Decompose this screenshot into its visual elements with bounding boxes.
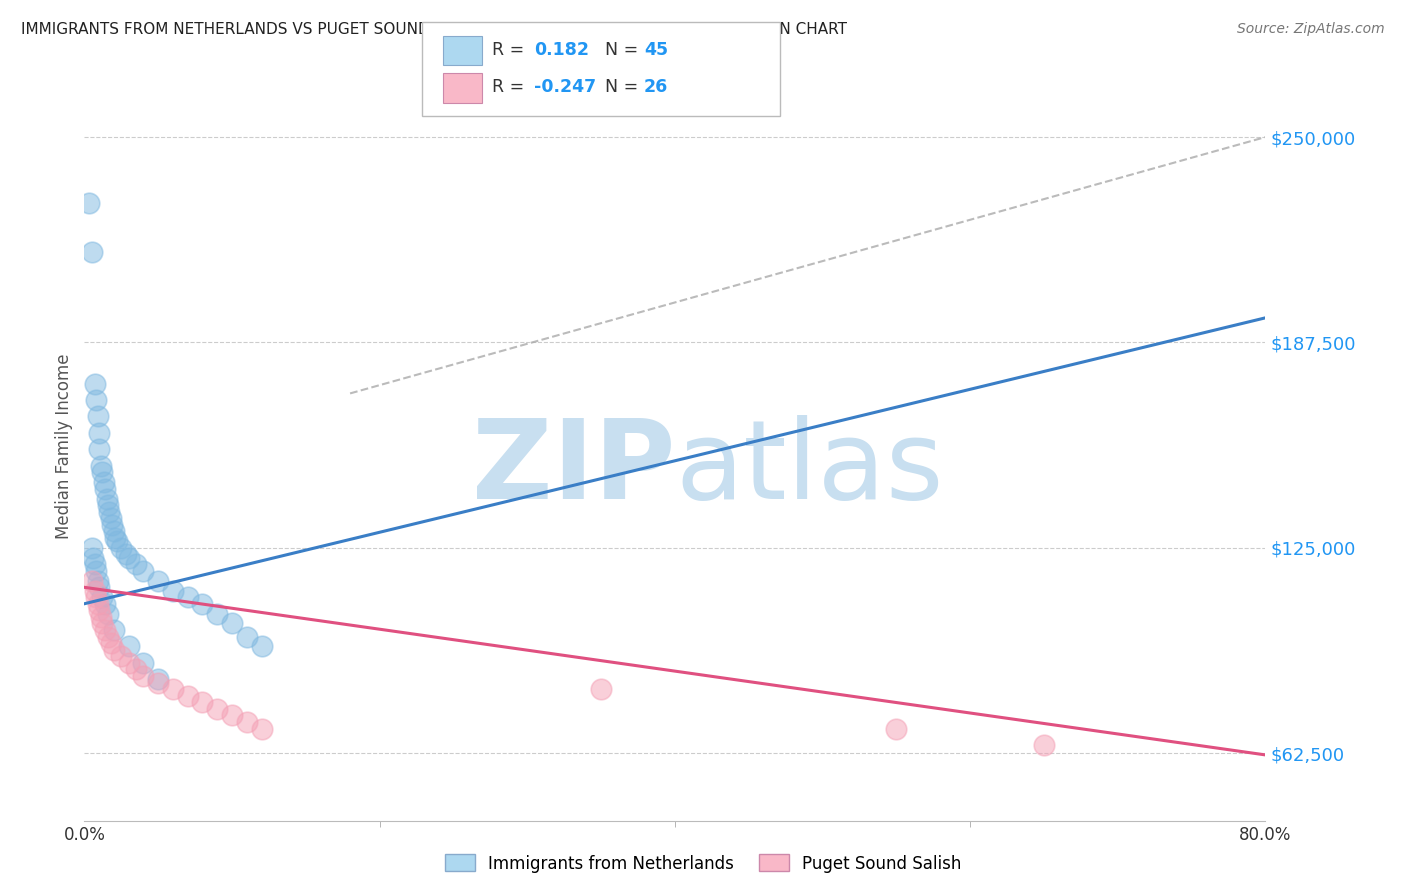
Point [132,656,155,670]
Point [80,541,103,555]
Point [91,616,114,631]
Point [94,623,117,637]
Point [103,642,125,657]
Point [148,574,170,588]
Point [91,465,114,479]
Text: 45: 45 [644,41,668,59]
Point [886,722,908,736]
Point [162,682,184,697]
Point [132,564,155,578]
Point [100,511,122,525]
Point [110,649,132,664]
Point [114,548,136,562]
Text: 0.182: 0.182 [534,41,589,59]
Point [90,610,112,624]
Text: N =: N = [605,78,638,96]
Text: N =: N = [605,41,638,59]
Point [177,689,200,703]
Point [97,630,120,644]
Point [100,636,122,650]
Point [132,669,155,683]
Point [77,195,100,210]
Point [236,630,259,644]
Point [87,425,111,440]
Point [191,597,214,611]
Point [84,590,107,604]
Text: IMMIGRANTS FROM NETHERLANDS VS PUGET SOUND SALISH MEDIAN FAMILY INCOME CORRELATI: IMMIGRANTS FROM NETHERLANDS VS PUGET SOU… [21,22,846,37]
Point [148,675,170,690]
Y-axis label: Median Family Income: Median Family Income [55,353,73,539]
Point [118,656,141,670]
Point [80,245,103,260]
Point [87,603,111,617]
Point [86,574,108,588]
Point [82,550,104,565]
Point [86,409,108,424]
Point [591,682,613,697]
Point [118,640,141,654]
Point [221,616,243,631]
Point [191,695,214,709]
Point [86,597,108,611]
Text: 26: 26 [644,78,668,96]
Text: ZIP: ZIP [471,415,675,522]
Point [105,534,128,549]
Point [83,376,105,391]
Point [118,550,141,565]
Point [94,597,117,611]
Point [162,583,184,598]
Point [87,580,111,594]
Point [80,574,103,588]
Point [93,475,115,490]
Point [84,564,107,578]
Point [148,673,170,687]
Point [207,702,229,716]
Point [94,482,117,496]
Point [83,583,105,598]
Point [98,505,121,519]
Point [236,714,259,729]
Text: R =: R = [492,78,524,96]
Text: atlas: atlas [675,415,943,522]
Point [90,458,112,473]
Point [101,517,124,532]
Point [103,623,125,637]
Point [250,722,273,736]
Point [207,607,229,621]
Point [177,590,200,604]
Point [97,498,120,512]
Point [103,524,125,539]
Point [84,392,107,407]
Point [96,491,118,506]
Point [221,708,243,723]
Text: Source: ZipAtlas.com: Source: ZipAtlas.com [1237,22,1385,37]
Point [125,663,148,677]
Text: R =: R = [492,41,524,59]
Legend: Immigrants from Netherlands, Puget Sound Salish: Immigrants from Netherlands, Puget Sound… [437,847,969,880]
Point [87,442,111,457]
Point [97,607,120,621]
Point [1033,738,1056,752]
Point [91,590,114,604]
Point [125,558,148,572]
Point [250,640,273,654]
Point [104,531,127,545]
Text: -0.247: -0.247 [534,78,596,96]
Point [110,541,132,555]
Point [83,558,105,572]
